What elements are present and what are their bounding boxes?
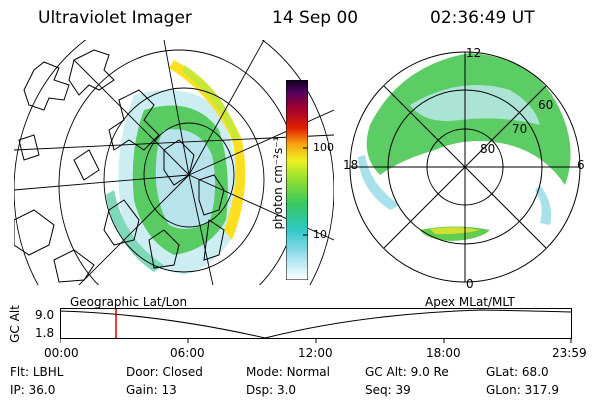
mlat-label-60: 60 <box>538 98 553 112</box>
observation-date: 14 Sep 00 <box>272 8 359 28</box>
altitude-curve <box>60 309 572 339</box>
colorbar-tick-100: 100 <box>313 141 334 154</box>
geographic-panel-label: Geographic Lat/Lon <box>70 295 188 309</box>
altitude-axis-label: GC Alt <box>7 305 22 343</box>
status-mode: Mode: Normal <box>246 365 330 379</box>
mlt-label-midnight: 0 <box>466 277 474 290</box>
instrument-title: Ultraviolet Imager <box>38 8 192 28</box>
time-tick-1200: 12:00 <box>298 346 333 360</box>
time-tick-1800: 18:00 <box>426 346 461 360</box>
polar-grid <box>349 51 581 283</box>
status-dsp: Dsp: 3.0 <box>246 383 297 397</box>
status-seq: Seq: 39 <box>365 383 411 397</box>
status-gc-alt: GC Alt: 9.0 Re <box>365 365 449 379</box>
aurora-intensity-right <box>358 53 571 241</box>
time-tick-0600: 06:00 <box>170 346 205 360</box>
status-glat: GLat: 68.0 <box>486 365 549 379</box>
coastlines <box>14 49 225 283</box>
polar-mlt-plot: 12 18 6 0 60 70 80 <box>343 46 585 290</box>
time-ticks <box>60 338 572 343</box>
colorbar-unit-label: photon cm⁻²s⁻¹ <box>271 136 285 230</box>
time-tick-2359: 23:59 <box>552 346 587 360</box>
mlt-label-dusk: 18 <box>343 158 358 172</box>
mlt-label-dawn: 6 <box>577 158 585 172</box>
mlat-label-80: 80 <box>480 142 495 156</box>
status-door: Door: Closed <box>126 365 203 379</box>
colorbar-tick-10: 10 <box>313 228 327 241</box>
status-ip: IP: 36.0 <box>10 383 56 397</box>
observation-time: 02:36:49 UT <box>430 8 535 28</box>
altitude-plot <box>60 308 572 343</box>
graticule-lines <box>14 40 334 285</box>
status-flt: Flt: LBHL <box>10 365 64 379</box>
status-glon: GLon: 317.9 <box>486 383 559 397</box>
status-gain: Gain: 13 <box>126 383 177 397</box>
mlt-label-noon: 12 <box>466 46 481 60</box>
altitude-tick-bottom: 1.8 <box>35 326 55 340</box>
aurora-intensity-left <box>106 60 246 275</box>
colorbar <box>286 80 308 280</box>
geographic-map <box>14 40 334 285</box>
time-tick-0000: 00:00 <box>44 346 79 360</box>
altitude-tick-top: 9.0 <box>35 308 55 322</box>
mlat-label-70: 70 <box>512 122 527 136</box>
apex-panel-label: Apex MLat/MLT <box>425 295 515 309</box>
